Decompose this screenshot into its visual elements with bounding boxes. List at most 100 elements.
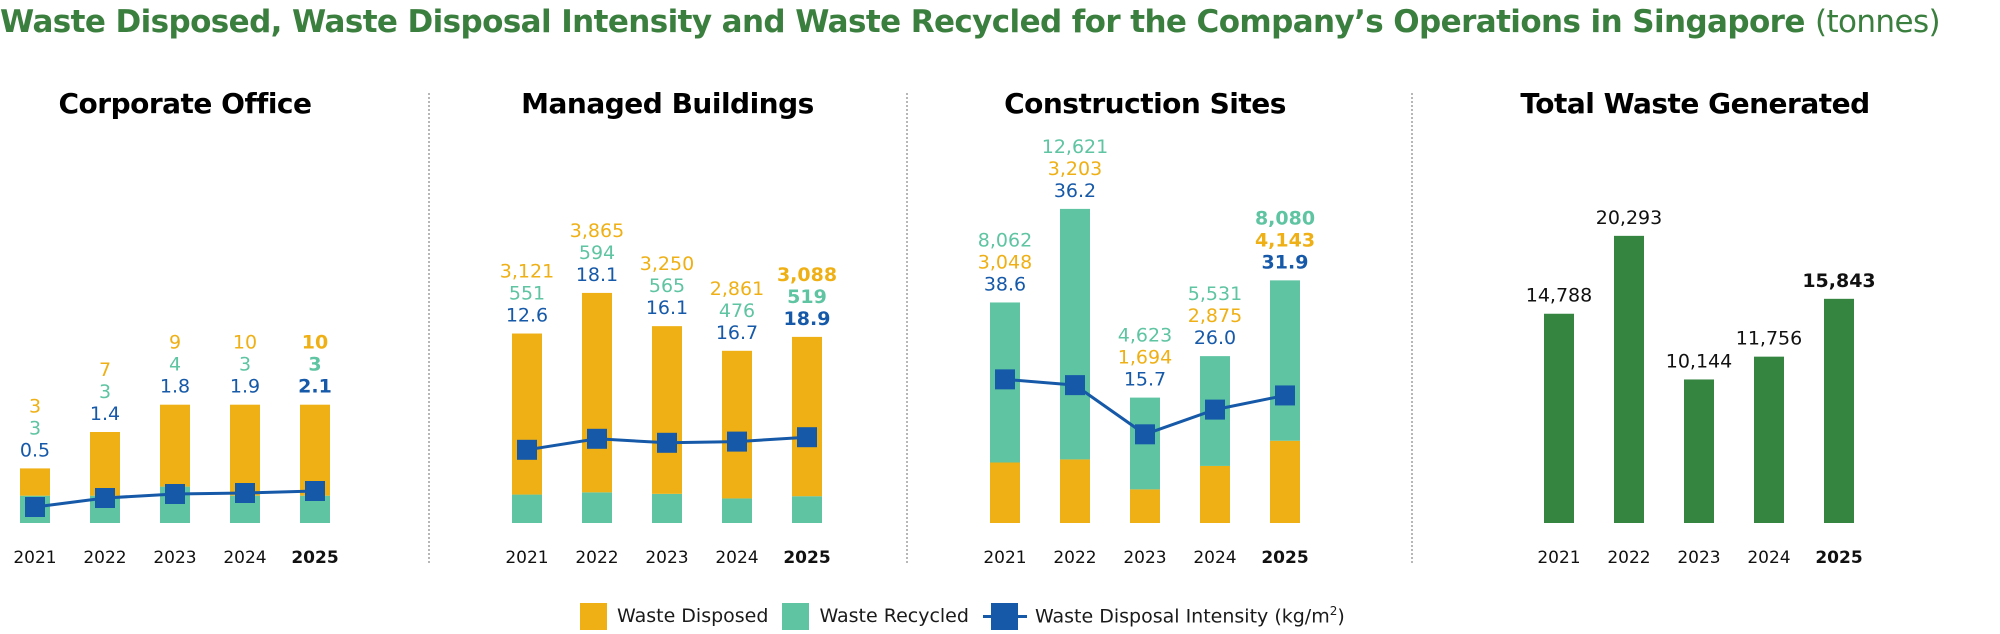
- x-tick-2024: 2024: [1747, 548, 1790, 568]
- data-label-recycled-2023: 565: [649, 275, 685, 297]
- legend-item-recycled: Waste Recycled: [782, 602, 969, 630]
- data-label-recycled-2021: 8,062: [978, 229, 1032, 251]
- x-tick-2024: 2024: [223, 548, 266, 568]
- panel-title-construction-sites: Construction Sites: [1004, 87, 1286, 120]
- x-tick-2022: 2022: [83, 548, 126, 568]
- data-label-intensity-2024: 16.7: [716, 322, 758, 344]
- data-label-disposed-2024: 10: [233, 332, 257, 354]
- intensity-marker-2024: [1205, 399, 1225, 420]
- intensity-marker-2023: [1135, 424, 1155, 445]
- intensity-marker-2024: [235, 483, 255, 503]
- data-label-recycled-2025: 519: [787, 286, 827, 308]
- legend-item-intensity: Waste Disposal Intensity (kg/m2): [982, 602, 1345, 630]
- data-label-recycled-2023: 4,623: [1118, 325, 1172, 347]
- data-label-total-2021: 14,788: [1526, 285, 1592, 307]
- panel-title-managed-buildings: Managed Buildings: [521, 87, 814, 120]
- intensity-marker-2023: [657, 432, 677, 453]
- legend: Waste Disposed Waste Recycled Waste Disp…: [580, 600, 1359, 632]
- divider-3: [1411, 93, 1413, 563]
- bar-disposed-2022: [90, 432, 120, 496]
- x-tick-2023: 2023: [153, 548, 196, 568]
- bar-total-2023: [1684, 379, 1714, 523]
- x-tick-2024: 2024: [715, 548, 758, 568]
- bar-disposed-2023: [1130, 489, 1160, 523]
- x-tick-2023: 2023: [1123, 548, 1166, 568]
- data-label-total-2025: 15,843: [1802, 270, 1875, 292]
- intensity-marker-2021: [25, 497, 45, 517]
- data-label-disposed-2025: 4,143: [1255, 229, 1315, 251]
- data-label-intensity-2022: 36.2: [1054, 180, 1096, 202]
- data-label-intensity-2021: 0.5: [20, 439, 50, 461]
- data-label-intensity-2025: 18.9: [784, 308, 831, 330]
- bar-disposed-2024: [230, 404, 260, 496]
- data-label-recycled-2025: 3: [308, 354, 321, 376]
- divider-1: [428, 93, 430, 563]
- bar-total-2021: [1544, 313, 1574, 523]
- legend-swatch-intensity: [982, 602, 1027, 630]
- bar-disposed-2025: [1270, 440, 1300, 523]
- x-tick-2022: 2022: [575, 548, 618, 568]
- data-label-intensity-2021: 38.6: [984, 273, 1026, 295]
- panel-title-total-waste: Total Waste Generated: [1520, 87, 1870, 120]
- bar-recycled-2021: [512, 494, 542, 523]
- bar-disposed-2025: [792, 336, 822, 497]
- intensity-marker-2025: [797, 427, 817, 448]
- data-label-recycled-2024: 3: [239, 354, 251, 376]
- data-label-disposed-2023: 3,250: [640, 253, 694, 275]
- data-label-recycled-2025: 8,080: [1255, 207, 1315, 229]
- intensity-marker-2021: [517, 439, 537, 460]
- intensity-marker-2025: [305, 481, 325, 501]
- bar-recycled-2023: [652, 493, 682, 523]
- bar-disposed-2023: [160, 404, 190, 487]
- data-label-recycled-2021: 551: [509, 283, 545, 305]
- legend-label-recycled: Waste Recycled: [819, 605, 969, 627]
- data-label-intensity-2022: 18.1: [576, 264, 618, 286]
- data-label-disposed-2021: 3: [29, 395, 41, 417]
- intensity-marker-2022: [95, 488, 115, 508]
- bar-recycled-2025: [1270, 280, 1300, 441]
- x-tick-2023: 2023: [645, 548, 688, 568]
- data-label-disposed-2022: 3,865: [570, 220, 624, 242]
- bar-disposed-2021: [20, 468, 50, 496]
- data-label-intensity-2025: 31.9: [1262, 251, 1309, 273]
- charts-canvas: 330.52021731.42022941.820231031.92024103…: [13, 136, 1875, 568]
- bar-recycled-2024: [722, 498, 752, 523]
- data-label-disposed-2024: 2,875: [1188, 305, 1242, 327]
- data-label-recycled-2024: 476: [719, 300, 755, 322]
- data-label-disposed-2023: 9: [169, 332, 181, 354]
- intensity-marker-2021: [995, 369, 1015, 390]
- chart-title: Waste Disposed, Waste Disposal Intensity…: [0, 0, 1941, 44]
- data-label-disposed-2021: 3,121: [500, 261, 554, 283]
- data-label-recycled-2022: 594: [579, 242, 615, 264]
- bar-recycled-2022: [582, 492, 612, 523]
- data-label-disposed-2024: 2,861: [710, 278, 764, 300]
- bar-disposed-2024: [722, 350, 752, 499]
- data-label-recycled-2022: 12,621: [1042, 136, 1108, 158]
- bar-recycled-2025: [792, 496, 822, 523]
- bar-total-2025: [1824, 298, 1854, 523]
- bar-recycled-2022: [1060, 208, 1090, 460]
- bar-disposed-2021: [990, 462, 1020, 523]
- x-tick-2025: 2025: [783, 548, 830, 568]
- bar-disposed-2024: [1200, 465, 1230, 523]
- bar-total-2024: [1754, 356, 1784, 523]
- data-label-intensity-2023: 15.7: [1124, 369, 1166, 391]
- intensity-marker-2022: [1065, 375, 1085, 396]
- data-label-intensity-2023: 1.8: [160, 376, 190, 398]
- data-label-total-2023: 10,144: [1666, 350, 1732, 372]
- chart-title-unit: (tonnes): [1814, 4, 1941, 40]
- data-label-intensity-2024: 1.9: [230, 376, 260, 398]
- x-tick-2024: 2024: [1193, 548, 1236, 568]
- intensity-marker-2023: [165, 484, 185, 504]
- x-tick-2021: 2021: [505, 548, 548, 568]
- legend-label-disposed: Waste Disposed: [617, 605, 769, 627]
- data-label-intensity-2023: 16.1: [646, 297, 688, 319]
- data-label-disposed-2023: 1,694: [1118, 347, 1172, 369]
- data-label-total-2022: 20,293: [1596, 207, 1662, 229]
- x-tick-2022: 2022: [1053, 548, 1096, 568]
- bar-disposed-2022: [1060, 459, 1090, 523]
- data-label-total-2024: 11,756: [1736, 328, 1802, 350]
- x-tick-2021: 2021: [13, 548, 56, 568]
- x-tick-2021: 2021: [1537, 548, 1580, 568]
- data-label-recycled-2023: 4: [169, 354, 181, 376]
